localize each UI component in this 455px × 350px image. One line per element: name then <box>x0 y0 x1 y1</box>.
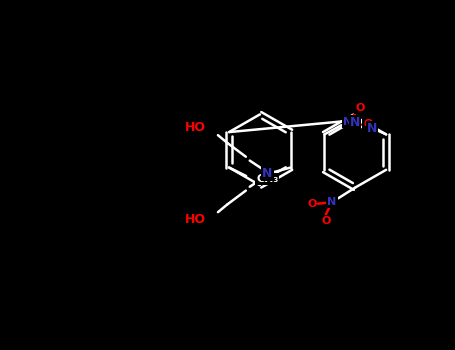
Text: N: N <box>263 167 273 180</box>
Text: HO: HO <box>185 121 206 134</box>
Text: HO: HO <box>185 214 206 226</box>
Text: N: N <box>343 117 352 127</box>
Text: CH₃: CH₃ <box>256 174 278 184</box>
Text: N: N <box>367 122 377 135</box>
Text: N: N <box>328 197 337 207</box>
Text: O: O <box>307 199 317 209</box>
Text: O: O <box>363 119 373 128</box>
Text: O: O <box>321 216 330 226</box>
Text: N: N <box>350 116 360 128</box>
Text: O: O <box>355 103 365 113</box>
